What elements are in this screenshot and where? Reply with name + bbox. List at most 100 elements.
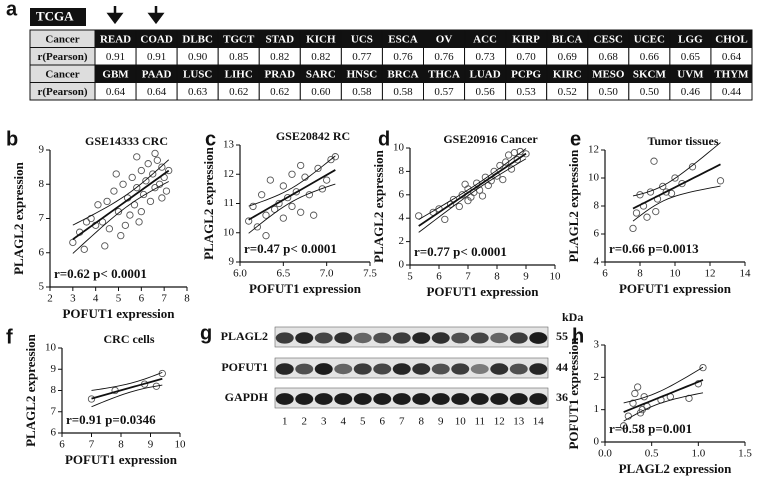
band: [314, 332, 333, 344]
y-tick-label: 0: [594, 436, 600, 448]
band: [490, 393, 509, 405]
y-tick-label: 6: [399, 188, 405, 200]
point: [314, 164, 322, 173]
point: [80, 245, 88, 253]
x-tick-label: 0.0: [598, 448, 612, 460]
x-tick-label: 12: [705, 268, 716, 280]
annotation: r=0.66 p=0.0013: [609, 241, 699, 256]
cell-text: SARC: [306, 68, 336, 80]
cell-text: 0.64: [106, 86, 126, 98]
y-tick-label: 13: [223, 139, 235, 151]
point: [624, 412, 632, 420]
band: [275, 393, 294, 405]
kda-label: 36: [556, 390, 568, 404]
lane-label: 5: [360, 416, 366, 428]
lane-label: 10: [455, 416, 467, 428]
x-axis-label: POFUT1 expression: [619, 281, 732, 296]
band: [509, 332, 528, 344]
point: [119, 180, 127, 188]
x-tick-label: 0.5: [645, 448, 659, 460]
y-tick-label: 10: [45, 342, 57, 354]
point: [650, 157, 658, 165]
fit-line: [248, 169, 336, 221]
x-tick-label: 6: [436, 271, 442, 283]
ci-upper: [632, 142, 721, 197]
blot-label: GAPDH: [225, 390, 269, 404]
panel-letter: b: [6, 128, 18, 150]
cell-text: 0.91: [106, 51, 125, 63]
lane-label: 11: [474, 416, 485, 428]
point: [499, 175, 507, 184]
band: [373, 393, 392, 405]
panel-letter: a: [6, 0, 18, 20]
y-tick-label: 8: [39, 178, 45, 190]
x-axis-label: POFUT1 expression: [249, 281, 362, 296]
y-tick-label: 6: [594, 228, 600, 240]
y-tick-label: 8: [51, 384, 57, 396]
point: [133, 184, 141, 192]
point: [262, 232, 270, 240]
point: [158, 194, 166, 202]
point: [87, 395, 96, 403]
cell-text: COAD: [140, 33, 172, 45]
lane-label: 2: [302, 416, 308, 428]
band: [412, 363, 431, 375]
x-tick-label: 8: [494, 271, 500, 283]
ci-upper: [623, 366, 704, 404]
point: [659, 182, 667, 191]
y-axis-label: PLAGL2 expression: [23, 333, 38, 447]
point: [165, 166, 173, 175]
annotation: r=0.91 p=0.0346: [66, 412, 156, 427]
band: [451, 393, 470, 405]
y-tick-label: 10: [223, 226, 235, 238]
point: [318, 185, 326, 193]
tcga-label: TCGA: [36, 8, 74, 23]
point: [101, 242, 109, 250]
point: [153, 156, 161, 164]
x-tick-label: 7.0: [320, 268, 334, 280]
point: [699, 363, 707, 372]
y-tick-label: 12: [223, 168, 234, 180]
band: [490, 363, 509, 375]
point: [279, 182, 287, 190]
band: [509, 363, 528, 375]
point: [112, 170, 120, 178]
cell-text: 0.68: [599, 51, 619, 63]
point: [292, 188, 300, 196]
cell-text: KIRC: [553, 68, 582, 80]
cell-text: 0.76: [393, 51, 413, 63]
band: [509, 393, 528, 405]
panel-letter: d: [378, 128, 390, 150]
x-tick-label: 6: [59, 439, 65, 451]
band: [431, 393, 450, 405]
band: [353, 332, 372, 344]
y-tick-label: 10: [588, 172, 600, 184]
point: [110, 187, 118, 195]
ci-upper: [248, 155, 336, 207]
point: [135, 218, 143, 226]
x-tick-label: 6: [139, 293, 145, 305]
cell-text: LIHC: [225, 68, 253, 80]
cell-text: 0.50: [640, 86, 660, 98]
y-tick-label: 9: [39, 144, 45, 156]
point: [158, 163, 166, 171]
band: [295, 332, 314, 344]
band: [529, 393, 548, 405]
x-tick-label: 1.5: [738, 448, 752, 460]
ci-lower: [418, 158, 527, 233]
point: [667, 189, 676, 198]
cell-text: LGG: [678, 33, 703, 45]
fit-line: [91, 377, 163, 400]
band: [451, 332, 470, 344]
x-tick-label: 7.5: [363, 268, 377, 280]
point: [69, 238, 77, 247]
y-tick-label: 3: [594, 339, 600, 351]
chart-title: GSE20916 Cancer: [443, 132, 538, 146]
point: [688, 163, 697, 171]
cell-text: r(Pearson): [37, 51, 87, 63]
annotation: r=0.77 p< 0.0001: [414, 244, 507, 259]
lane-label: 1: [282, 416, 288, 428]
cell-text: 0.82: [270, 51, 289, 63]
cell-text: SKCM: [633, 68, 667, 80]
